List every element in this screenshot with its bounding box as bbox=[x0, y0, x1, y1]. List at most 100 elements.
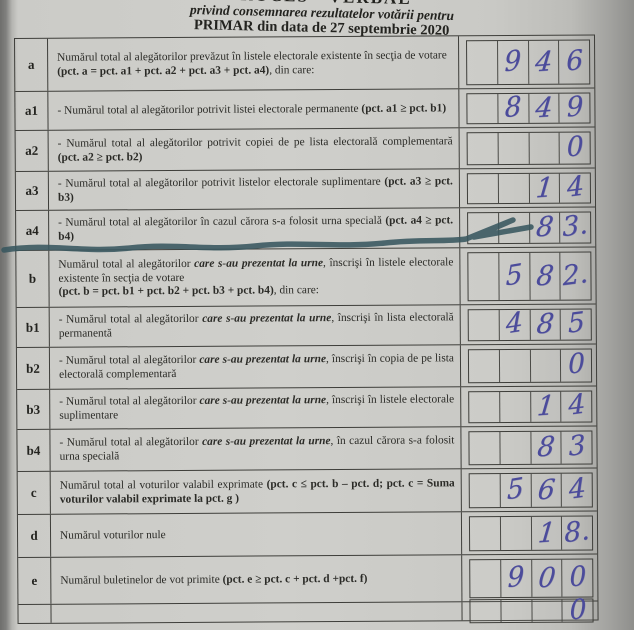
digit-cell bbox=[470, 600, 502, 623]
row-description-segment: Numărul voturilor nule bbox=[60, 528, 166, 542]
row-description: - Numărul total al alegătorilor potrivit… bbox=[49, 169, 459, 210]
row-description: - Numărul total al alegătorilor potrivit… bbox=[49, 128, 459, 171]
table-row: e Numărul buletinelor de vot primite (pct… bbox=[18, 554, 598, 605]
row-description-segment: - Numărul total al alegătorilor potrivit… bbox=[57, 175, 385, 190]
digit-box: 8 3. bbox=[467, 209, 592, 244]
digit-cell: 0 bbox=[561, 347, 591, 381]
row-description: - Numărul total al alegătorilor care s-a… bbox=[50, 345, 460, 389]
row-description: Numărul total al voturilor valabil expri… bbox=[51, 469, 461, 514]
row-description-segment: (pct. b = pct. b1 + pct. b2 + pct. b3 + … bbox=[58, 284, 274, 299]
digit-cell bbox=[501, 599, 533, 623]
digit-cell bbox=[500, 431, 532, 464]
row-code-label: a1 bbox=[15, 91, 49, 130]
handwritten-digit: 0 bbox=[568, 559, 587, 594]
digit-cell: 4 bbox=[560, 169, 590, 204]
row-description-segment: Numărul total al alegătorilor prevăzut î… bbox=[57, 49, 447, 64]
digit-cell: 5 bbox=[500, 472, 532, 507]
table-row: b4- Numărul total al alegătorilor care s… bbox=[17, 426, 597, 472]
digit-cell bbox=[499, 349, 531, 382]
digit-cell bbox=[531, 599, 563, 622]
digit-cell: 3 bbox=[562, 429, 592, 463]
row-description-segment: care s-au prezentat la urne bbox=[202, 435, 331, 449]
digit-cell: 8 bbox=[529, 211, 561, 244]
digit-cell: 8 bbox=[530, 308, 562, 341]
digit-cell bbox=[468, 212, 500, 243]
row-description-segment: - Numărul total al alegătorilor bbox=[58, 313, 203, 327]
row-description-segment: , din care: bbox=[269, 63, 315, 76]
row-description-segment: care s-au prezentat la urne bbox=[199, 394, 327, 408]
digit-cell: 1 bbox=[530, 390, 562, 423]
digit-cell: 1 bbox=[529, 171, 561, 204]
row-description-segment: care s-au prezentat la urne bbox=[194, 257, 324, 270]
row-description-segment: Numărul total al voturilor valabil expri… bbox=[59, 478, 267, 492]
digit-cell: 6 bbox=[531, 473, 563, 507]
handwritten-digit: 9 bbox=[565, 89, 584, 124]
digit-cell: 9 bbox=[500, 559, 532, 597]
digit-cell bbox=[467, 40, 499, 84]
digit-cell: 2. bbox=[561, 252, 591, 299]
row-code-label: b bbox=[16, 250, 50, 307]
row-digit-area: 5 8 2. bbox=[459, 247, 596, 305]
digit-cell bbox=[498, 212, 530, 243]
row-description: - Numărul total al alegătorilor care s-a… bbox=[50, 387, 460, 429]
digit-cell bbox=[469, 473, 501, 507]
table-row: 0 bbox=[18, 593, 598, 626]
digit-cell bbox=[530, 349, 562, 382]
handwritten-digit: 4 bbox=[505, 306, 523, 341]
digit-cell bbox=[467, 173, 499, 203]
row-description-segment: - Numărul total al alegătorilor în cazul… bbox=[58, 215, 386, 230]
handwritten-digit: 4 bbox=[565, 169, 585, 204]
row-description: Numărul total al alegătorilor prevăzut î… bbox=[48, 36, 458, 91]
handwritten-digit: 0 bbox=[568, 592, 587, 627]
row-description-segment: (pct. a2 ≥ pct. b2) bbox=[57, 150, 143, 164]
row-description: Numărul voturilor nule bbox=[51, 512, 461, 557]
row-digit-area: 8 3. bbox=[459, 207, 596, 248]
row-description-segment: care s-au prezentat la urne bbox=[199, 353, 327, 367]
handwritten-digit: 4 bbox=[533, 91, 554, 125]
row-description: Numărul buletinelor de vot primite (pct.… bbox=[51, 555, 461, 604]
handwritten-digit: 3 bbox=[567, 429, 586, 463]
handwritten-digit: 5 bbox=[566, 306, 586, 340]
table-row: a4 - Numărul total al alegătorilor în caz… bbox=[16, 207, 596, 251]
handwritten-digit: 4 bbox=[567, 471, 587, 506]
results-table: a Numărul total al alegătorilor prevăzut … bbox=[14, 34, 599, 626]
row-code-label: b1 bbox=[16, 307, 50, 347]
digit-cell bbox=[467, 132, 499, 164]
handwritten-digit: 9 bbox=[504, 43, 522, 79]
table-row: b1- Numărul total al alegătorilor care s… bbox=[16, 304, 596, 348]
row-digit-area: 0 bbox=[458, 127, 595, 169]
digit-cell: 8 bbox=[498, 89, 530, 125]
document-page: PROCES - VERBAL’ privind consemnarea rez… bbox=[1, 0, 599, 626]
digit-cell: 0 bbox=[562, 559, 592, 596]
handwritten-digit: 8 bbox=[504, 89, 522, 125]
table-row: b2- Numărul total al alegătorilor care s… bbox=[16, 344, 597, 390]
row-description-segment: Numărul total al alegătorilor bbox=[58, 257, 195, 271]
row-description-segment: (pct. e ≥ pct. c + pct. d +pct. f) bbox=[222, 572, 368, 586]
row-description-segment: , din care: bbox=[273, 284, 320, 297]
digit-cell bbox=[529, 132, 561, 164]
digit-cell bbox=[500, 516, 532, 550]
handwritten-digit: 8 bbox=[534, 259, 555, 293]
digit-box: 0 bbox=[467, 347, 593, 383]
digit-cell: 5 bbox=[561, 306, 591, 340]
row-description bbox=[51, 602, 461, 623]
digit-cell bbox=[469, 516, 501, 550]
digit-cell: 4 bbox=[499, 306, 531, 341]
handwritten-digit: 0 bbox=[536, 561, 557, 595]
handwritten-digit: 5 bbox=[505, 257, 523, 293]
row-description: - Numărul total al alegătorilor care s-a… bbox=[50, 427, 460, 471]
digit-cell: 9 bbox=[497, 40, 529, 84]
digit-cell bbox=[467, 93, 499, 123]
digit-cell: 8 bbox=[530, 431, 562, 464]
row-code-label: b3 bbox=[17, 389, 51, 429]
row-description-segment: (pct. a = pct. a1 + pct. a2 + pct. a3 + … bbox=[57, 63, 270, 78]
